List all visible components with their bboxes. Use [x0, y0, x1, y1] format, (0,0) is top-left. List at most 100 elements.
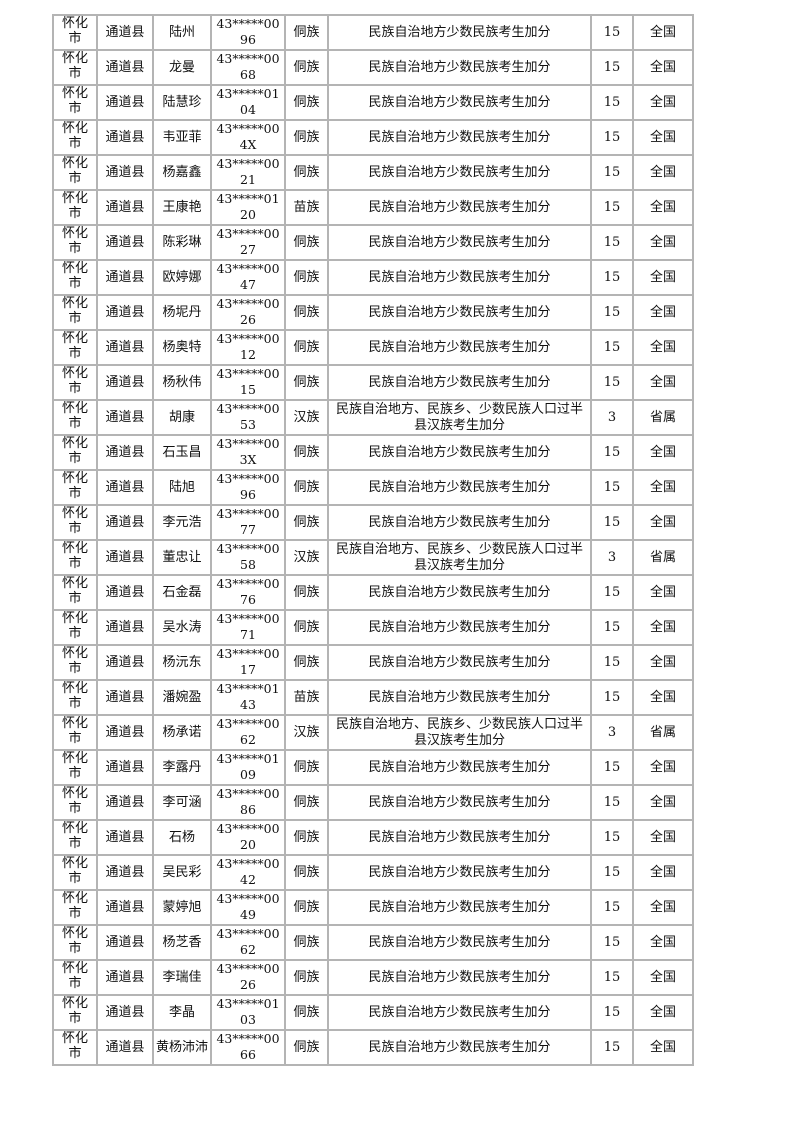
city-cell: 怀化市	[54, 296, 98, 331]
bonus-item-cell: 民族自治地方少数民族考生加分	[329, 856, 592, 891]
table-row: 怀化市 通道县 胡康 43*****0053 汉族 民族自治地方、民族乡、少数民族人口过半…	[54, 401, 692, 436]
scope-cell: 全国	[634, 611, 692, 646]
name-cell: 李元浩	[154, 506, 212, 541]
table-row: 怀化市 通道县 欧婷娜 43*****0047 侗族 民族自治地方少数民族考生加分 15 全国	[54, 261, 692, 296]
name-cell: 石金磊	[154, 576, 212, 611]
ethnicity-cell: 汉族	[286, 401, 329, 436]
bonus-item-cell: 民族自治地方少数民族考生加分	[329, 471, 592, 506]
ethnicity-cell: 侗族	[286, 471, 329, 506]
table-row: 怀化市 通道县 蒙婷旭 43*****0049 侗族 民族自治地方少数民族考生加分 15 全国	[54, 891, 692, 926]
points-cell: 15	[592, 786, 634, 821]
scope-cell: 全国	[634, 681, 692, 716]
ethnicity-cell: 侗族	[286, 856, 329, 891]
table-row: 怀化市 通道县 龙曼 43*****0068 侗族 民族自治地方少数民族考生加分 15 全国	[54, 51, 692, 86]
scope-cell: 全国	[649, 1039, 676, 1055]
bonus-item-cell: 民族自治地方少数民族考生加分	[329, 121, 592, 156]
county-cell: 通道县	[98, 296, 154, 331]
bonus-item-cell: 民族自治地方少数民族考生加分	[329, 261, 592, 296]
table-row: 怀化市 通道县 杨承诺 43*****0062 汉族 民族自治地方、民族乡、少数民族人口过…	[54, 716, 692, 751]
city-cell: 怀化市	[54, 1031, 98, 1064]
scope-cell: 全国	[634, 121, 692, 156]
points-cell: 15	[592, 16, 634, 51]
county-cell: 通道县	[98, 471, 154, 506]
scope-cell: 全国	[634, 576, 692, 611]
name-cell: 韦亚菲	[154, 121, 212, 156]
points-cell: 15	[592, 1031, 634, 1064]
name-cell: 李晶	[154, 996, 212, 1031]
name-cell: 杨芝香	[154, 926, 212, 961]
points-cell: 15	[592, 331, 634, 366]
scope-cell: 全国	[634, 436, 692, 471]
scope-cell: 全国	[634, 646, 692, 681]
scope-cell: 省属	[634, 401, 692, 436]
ethnicity-cell: 侗族	[286, 331, 329, 366]
bonus-item-cell: 民族自治地方少数民族考生加分	[329, 681, 592, 716]
ethnicity-cell: 侗族	[286, 646, 329, 681]
city-cell: 怀化市	[54, 716, 98, 751]
county-cell: 通道县	[98, 86, 154, 121]
points-cell: 15	[592, 856, 634, 891]
city-cell: 怀化市	[54, 471, 98, 506]
county-cell: 通道县	[98, 51, 154, 86]
points-cell: 15	[592, 261, 634, 296]
bonus-points-table: 怀化市 通道县 陆州 43*****0096 侗族 民族自治地方少数民族考生加分 15 全国怀…	[52, 14, 694, 1066]
name-cell: 杨嘉鑫	[154, 156, 212, 191]
table-row: 怀化市 通道县 陆旭 43*****0096 侗族 民族自治地方少数民族考生加分 15 全国	[54, 471, 692, 506]
name-cell: 陈彩琳	[154, 226, 212, 261]
ethnicity-cell: 苗族	[286, 681, 329, 716]
scope-cell: 全国	[634, 366, 692, 401]
points-cell: 3	[592, 716, 634, 751]
table-row: 怀化市 通道县 王康艳 43*****0120 苗族 民族自治地方少数民族考生加分 15 全国	[54, 191, 692, 226]
county-cell: 通道县	[98, 401, 154, 436]
scope-cell: 全国	[634, 891, 692, 926]
name-cell: 董忠让	[154, 541, 212, 576]
scope-cell: 省属	[634, 541, 692, 576]
name-cell: 吴水涛	[154, 611, 212, 646]
table-row: 怀化市 通道县 李元浩 43*****0077 侗族 民族自治地方少数民族考生加分 15 全国	[54, 506, 692, 541]
city-cell: 怀化市	[54, 156, 98, 191]
city-cell: 怀化市	[54, 331, 98, 366]
points-cell: 15	[592, 821, 634, 856]
points-cell: 15	[592, 681, 634, 716]
bonus-item-cell: 民族自治地方少数民族考生加分	[329, 331, 592, 366]
scope-cell: 全国	[634, 856, 692, 891]
table-row: 怀化市 通道县 韦亚菲 43*****004X 侗族 民族自治地方少数民族考生加分 15 全国	[54, 121, 692, 156]
id-number-cell: 43*****0012	[212, 331, 286, 366]
table-row: 怀化市 通道县 吴民彩 43*****0042 侗族 民族自治地方少数民族考生加分 15 全国	[54, 856, 692, 891]
points-cell: 15	[592, 891, 634, 926]
ethnicity-cell: 苗族	[286, 191, 329, 226]
table-row: 怀化市 通道县 杨芝香 43*****0062 侗族 民族自治地方少数民族考生加分 15 全国	[54, 926, 692, 961]
scope-cell: 全国	[634, 226, 692, 261]
id-number-cell: 43*****0066	[212, 1031, 286, 1064]
county-cell: 通道县	[98, 646, 154, 681]
scope-cell: 全国	[634, 51, 692, 86]
county-cell: 通道县	[98, 961, 154, 996]
id-number-cell: 43*****0042	[212, 856, 286, 891]
id-number-cell: 43*****0053	[212, 401, 286, 436]
points-cell: 15	[592, 156, 634, 191]
bonus-item-cell: 民族自治地方少数民族考生加分	[329, 646, 592, 681]
city-cell: 怀化市	[54, 506, 98, 541]
points-cell: 15	[592, 436, 634, 471]
points-cell: 15	[592, 191, 634, 226]
table-row: 怀化市 通道县 李瑞佳 43*****0026 侗族 民族自治地方少数民族考生加分 15 全国	[54, 961, 692, 996]
bonus-item-cell: 民族自治地方少数民族考生加分	[329, 961, 592, 996]
bonus-item-cell: 民族自治地方少数民族考生加分	[329, 51, 592, 86]
table-row: 怀化市 通道县 黄杨沛沛 43*****0066 侗族 民族自治地方少数民族考生加分 15 全…	[54, 1031, 692, 1064]
city-cell: 怀化市	[54, 926, 98, 961]
county-cell: 通道县	[98, 541, 154, 576]
id-number-cell: 43*****0068	[212, 51, 286, 86]
name-cell: 石玉昌	[154, 436, 212, 471]
name-cell: 李露丹	[154, 751, 212, 786]
city-cell: 怀化市	[54, 646, 98, 681]
city-cell: 怀化市	[54, 51, 98, 86]
name-cell: 杨奥特	[154, 331, 212, 366]
points-cell: 15	[592, 506, 634, 541]
name-cell: 杨承诺	[154, 716, 212, 751]
id-number-cell: 43*****0062	[212, 926, 286, 961]
county-cell: 通道县	[98, 366, 154, 401]
id-number-cell: 43*****0096	[212, 16, 286, 51]
ethnicity-cell: 汉族	[286, 541, 329, 576]
bonus-item-cell: 民族自治地方少数民族考生加分	[329, 191, 592, 226]
points-cell: 3	[592, 401, 634, 436]
